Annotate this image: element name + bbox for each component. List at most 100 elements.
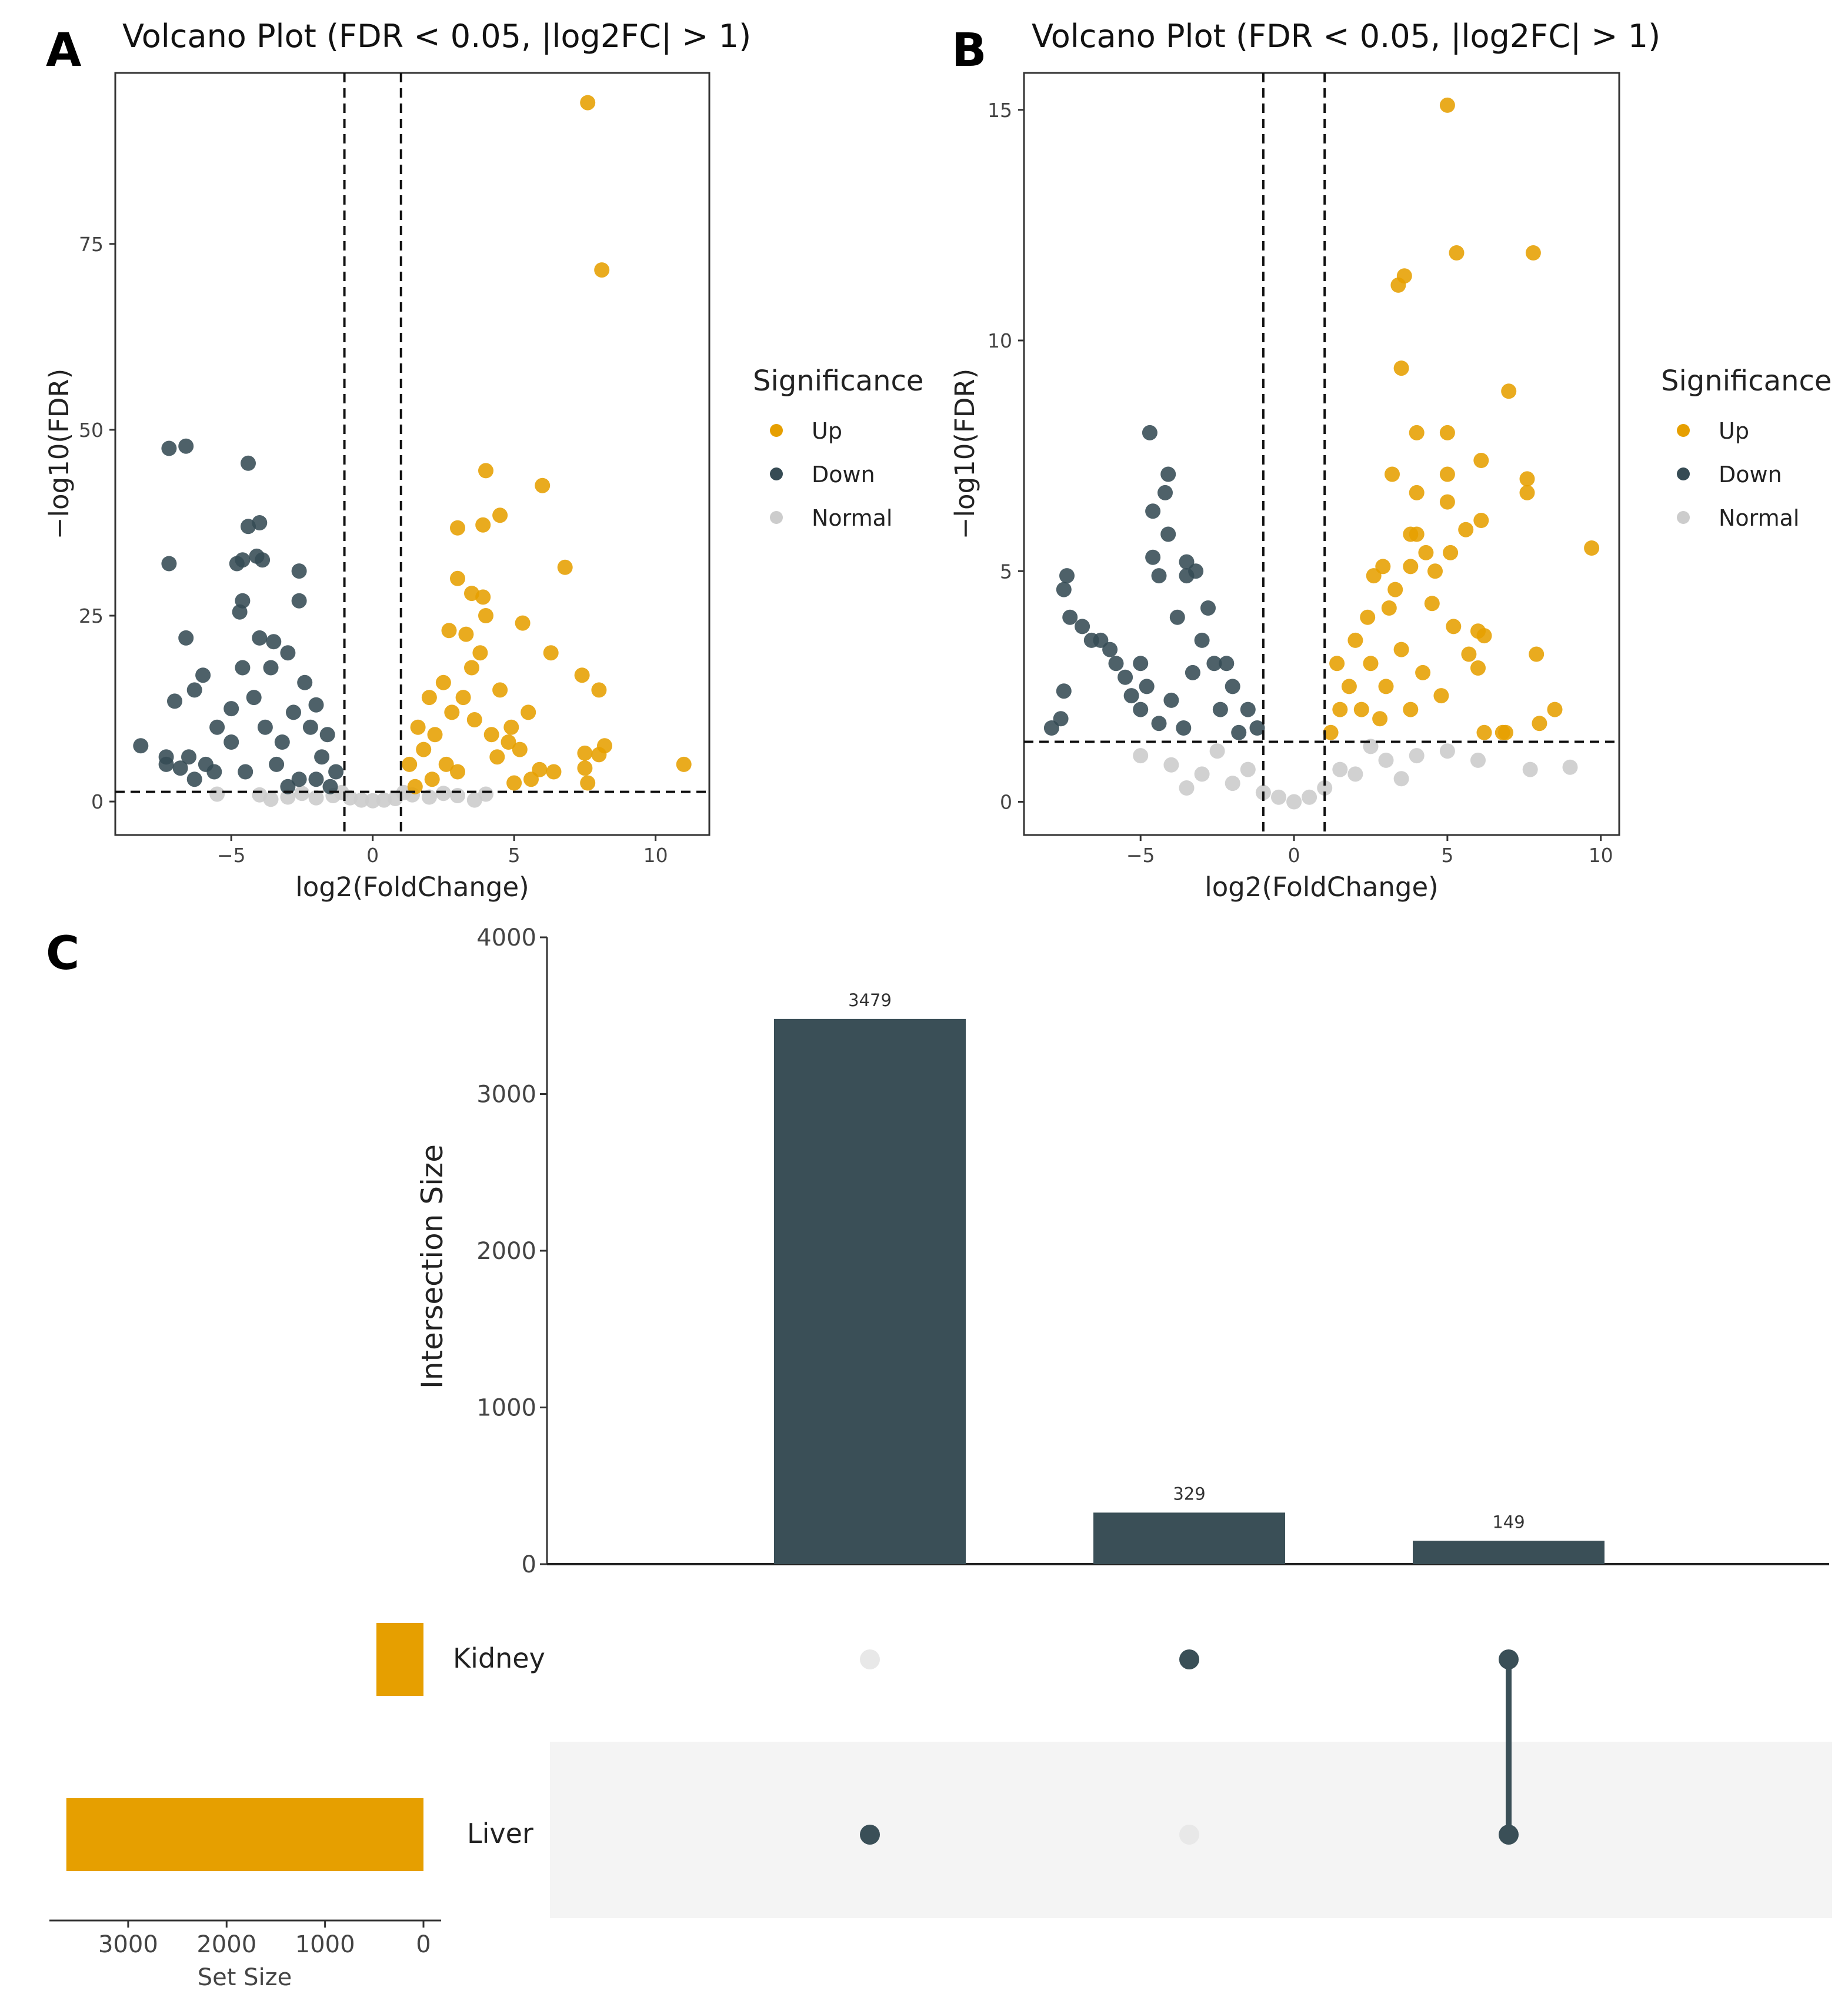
point-down-b-6 (1056, 582, 1072, 597)
plot-frame-b (1023, 72, 1620, 836)
point-normal-a-3 (308, 790, 324, 806)
intersection-y-ticks: 0 1000 2000 3000 4000 (476, 924, 547, 1578)
panel-letter-c: C (46, 927, 79, 980)
point-normal-b-10 (1378, 752, 1394, 768)
intersection-bars: 3479 329 149 (774, 990, 1605, 1564)
point-up-a-38 (427, 727, 443, 743)
point-down-b-35 (1163, 692, 1179, 708)
set-label-liver: Liver (467, 1818, 533, 1849)
point-up-a-41 (466, 712, 482, 727)
y-tick-label-b-1: 5 (1000, 560, 1012, 583)
point-up-a-32 (464, 660, 479, 676)
point-up-a-26 (506, 775, 522, 791)
x-axis-title-a: log2(FoldChange) (295, 871, 529, 903)
point-normal-a-17 (435, 786, 451, 801)
point-up-a-4 (492, 507, 508, 523)
point-down-a-16 (266, 634, 282, 650)
point-down-a-21 (209, 719, 225, 735)
intersection-bar-label-2: 149 (1492, 1512, 1525, 1532)
point-up-a-25 (523, 771, 539, 787)
point-up-b-45 (1341, 679, 1357, 694)
point-up-b-1 (1449, 245, 1465, 260)
point-normal-b-17 (1393, 771, 1409, 787)
point-down-a-34 (319, 727, 335, 743)
point-up-a-21 (577, 760, 593, 776)
points-a (133, 95, 692, 809)
point-up-b-16 (1584, 540, 1600, 556)
legend-b: Significance Up Down Normal (1661, 365, 1832, 531)
point-down-b-1 (1160, 466, 1176, 482)
set-size-bars (66, 1623, 424, 1871)
y-axis-title-b: −log10(FDR) (949, 369, 980, 539)
point-up-b-34 (1529, 646, 1545, 662)
point-down-a-22 (181, 749, 196, 765)
point-up-a-44 (450, 764, 465, 780)
point-up-b-17 (1458, 522, 1474, 537)
point-down-a-35 (328, 764, 344, 780)
point-down-b-5 (1059, 568, 1075, 584)
point-down-a-49 (308, 771, 324, 787)
y-tick-label-a-3: 75 (79, 233, 104, 256)
point-normal-a-16 (294, 786, 310, 801)
matrix-dot-2-liver (1499, 1825, 1519, 1845)
point-normal-b-21 (1332, 761, 1348, 777)
point-up-b-48 (1415, 664, 1431, 680)
point-normal-b-1 (1163, 757, 1179, 773)
set-size-tick-label-0: 3000 (98, 1931, 158, 1958)
point-up-a-33 (435, 674, 451, 690)
point-up-b-50 (1372, 711, 1388, 727)
set-size-ticks: 3000 2000 1000 0 (98, 1920, 431, 1958)
point-up-b-28 (1424, 596, 1440, 612)
volcano-plot-b: Volcano Plot (FDR < 0.05, |log2FC| > 1) … (949, 18, 1660, 903)
point-down-a-18 (186, 682, 202, 698)
x-tick-label-b-0: −5 (1126, 844, 1155, 867)
point-down-a-25 (158, 756, 174, 772)
point-down-a-44 (269, 756, 285, 772)
legend-swatch-up-b (1677, 424, 1690, 437)
set-size-title: Set Size (198, 1964, 292, 1991)
point-normal-b-18 (1209, 743, 1225, 759)
point-up-b-25 (1427, 563, 1443, 579)
point-down-a-13 (232, 604, 248, 620)
point-down-b-0 (1142, 425, 1157, 440)
set-label-kidney: Kidney (453, 1642, 545, 1674)
point-down-b-23 (1043, 720, 1059, 736)
intersection-size-title: Intersection Size (415, 1144, 449, 1389)
point-normal-a-7 (365, 793, 381, 809)
point-down-b-34 (1169, 609, 1185, 625)
legend-label-normal-b: Normal (1719, 505, 1800, 531)
point-up-b-54 (1446, 619, 1462, 634)
point-down-b-32 (1212, 702, 1228, 717)
x-tick-label-b-1: 0 (1288, 844, 1300, 867)
point-up-a-5 (450, 520, 465, 536)
upset-plot: 0 1000 2000 3000 4000 Intersection Size 3479… (49, 924, 1832, 1991)
set-size-tick-label-2: 1000 (295, 1931, 355, 1958)
intersection-y-tick-label-2: 2000 (476, 1238, 536, 1265)
matrix-dot-1-liver (1179, 1825, 1199, 1845)
legend-label-up-b: Up (1719, 418, 1749, 444)
point-up-a-37 (416, 742, 432, 757)
point-up-a-42 (483, 727, 499, 743)
point-down-b-7 (1145, 549, 1161, 565)
set-size-tick-label-3: 0 (416, 1931, 431, 1958)
point-up-a-23 (546, 764, 562, 780)
point-normal-b-20 (1240, 761, 1256, 777)
point-up-a-35 (410, 719, 426, 735)
intersection-bar-2 (1413, 1541, 1605, 1564)
y-tick-label-b-2: 10 (988, 329, 1012, 352)
point-up-a-7 (557, 559, 573, 575)
matrix-dot-0-liver (860, 1825, 880, 1845)
point-down-b-38 (1200, 600, 1216, 616)
point-up-b-26 (1366, 568, 1382, 584)
point-down-a-45 (224, 734, 239, 750)
point-up-b-7 (1409, 425, 1425, 440)
point-up-b-0 (1439, 97, 1455, 113)
point-up-b-31 (1476, 628, 1492, 644)
point-up-a-16 (574, 667, 590, 683)
intersection-matrix (860, 1649, 1519, 1845)
point-down-a-31 (263, 660, 279, 676)
point-up-b-43 (1332, 702, 1348, 717)
point-down-b-26 (1194, 632, 1210, 648)
point-down-b-39 (1219, 656, 1235, 672)
intersection-y-tick-label-0: 0 (522, 1551, 536, 1578)
